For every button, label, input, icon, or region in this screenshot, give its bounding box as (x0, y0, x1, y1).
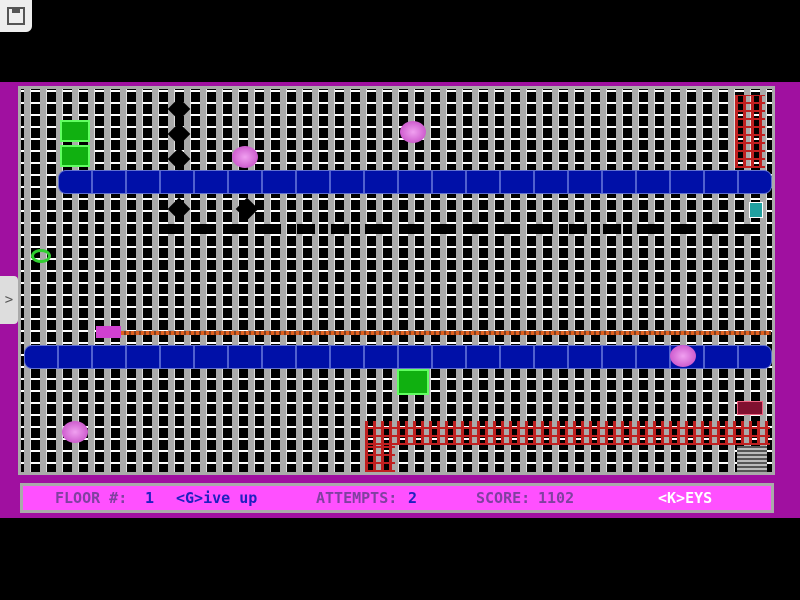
floor-value: 1 (145, 489, 155, 507)
black-diamond (167, 147, 191, 171)
black-diamond (167, 197, 191, 221)
pink-ball (400, 121, 426, 143)
black-diamond-row (161, 224, 771, 234)
platform-lower (24, 345, 772, 369)
attempts-value: 2 (408, 489, 418, 507)
give-up-button[interactable]: <G>ive up (176, 489, 258, 507)
black-diamond (167, 122, 191, 146)
red-ladder (365, 445, 395, 472)
rope (121, 331, 771, 335)
keys-button[interactable]: <K>EYS (658, 489, 713, 507)
score-value: 1102 (538, 489, 575, 507)
save-icon[interactable] (0, 0, 32, 32)
black-diamond (167, 97, 191, 121)
player-character (31, 249, 51, 263)
green-block (397, 369, 429, 395)
score-label: SCORE: (476, 489, 531, 507)
platform-upper (58, 170, 772, 194)
pink-ball (232, 146, 258, 168)
green-block (60, 120, 90, 142)
red-crate (737, 401, 763, 415)
black-diamond (235, 197, 259, 221)
pink-ball (62, 421, 88, 443)
side-panel-toggle[interactable]: > (0, 276, 18, 324)
status-bar: FLOOR #: 1 <G>ive up ATTEMPTS: 2 SCORE: … (20, 483, 774, 513)
red-ladder (365, 421, 770, 445)
key-item (749, 202, 763, 218)
red-ladder (735, 95, 765, 168)
pink-ball (670, 345, 696, 367)
green-block (60, 145, 90, 167)
rope-car (96, 326, 121, 338)
floor-label: FLOOR #: (55, 489, 128, 507)
exit-funnel (737, 446, 767, 472)
attempts-label: ATTEMPTS: (316, 489, 398, 507)
play-field (18, 86, 775, 475)
